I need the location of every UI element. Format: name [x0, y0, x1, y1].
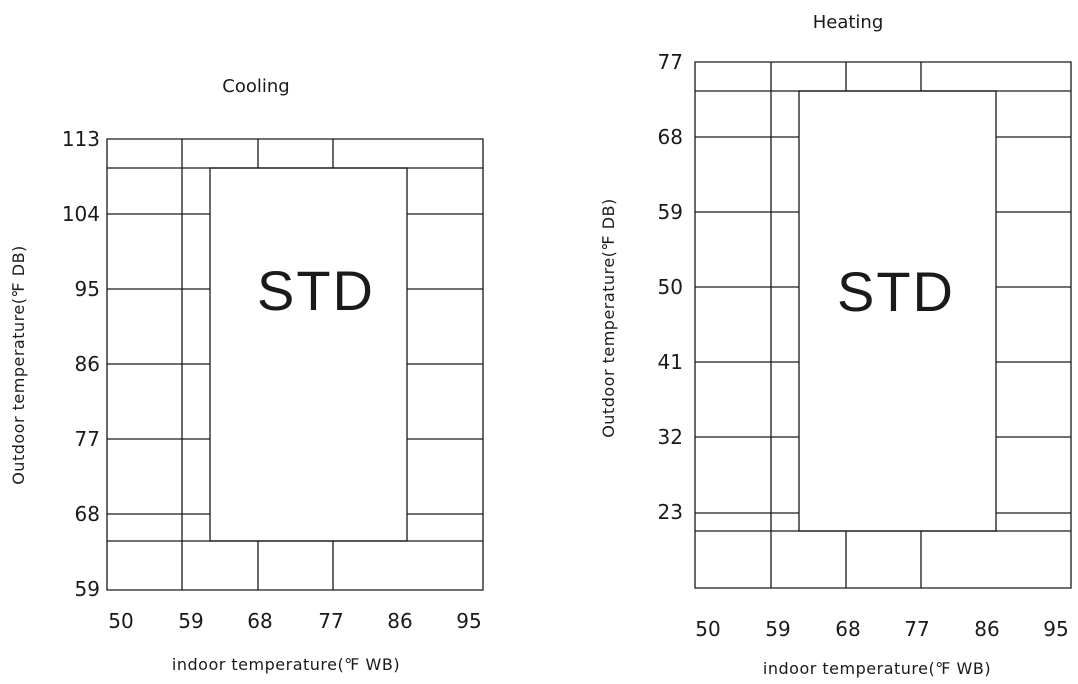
heating-y-tick: 32	[658, 425, 683, 449]
heating-x-tick: 68	[835, 617, 860, 641]
cooling-x-tick: 50	[108, 609, 133, 633]
heating-y-tick: 68	[658, 125, 683, 149]
cooling-y-tick: 68	[75, 502, 100, 526]
cooling-x-tick: 68	[247, 609, 272, 633]
cooling-chart: Cooling Outdoor temperature(℉ DB) indoor…	[9, 76, 484, 674]
cooling-y-tick: 59	[75, 577, 100, 601]
cooling-x-axis-label: indoor temperature(℉ WB)	[172, 655, 400, 674]
heating-grid	[694, 61, 1072, 589]
cooling-x-tick: 59	[178, 609, 203, 633]
heating-y-tick: 23	[658, 500, 683, 524]
heating-y-tick: 50	[658, 275, 683, 299]
heating-x-tick: 77	[904, 617, 929, 641]
heating-x-tick: 86	[974, 617, 999, 641]
cooling-y-tick: 113	[62, 127, 100, 151]
heating-title: Heating	[813, 12, 884, 33]
cooling-y-tick: 95	[75, 277, 100, 301]
heating-x-axis-label: indoor temperature(℉ WB)	[763, 659, 991, 678]
heating-chart: Heating Outdoor temperature(℉ DB) indoor…	[599, 12, 1072, 678]
cooling-y-tick: 86	[75, 352, 100, 376]
cooling-x-tick: 77	[318, 609, 343, 633]
heating-x-tick: 59	[765, 617, 790, 641]
heating-y-tick: 77	[658, 50, 683, 74]
heating-x-tick: 95	[1043, 617, 1068, 641]
cooling-x-tick: 95	[456, 609, 481, 633]
heating-y-tick: 59	[658, 200, 683, 224]
heating-x-tick: 50	[695, 617, 720, 641]
cooling-std-label: STD	[257, 259, 375, 322]
heating-std-region	[798, 90, 997, 532]
cooling-grid	[106, 138, 484, 591]
cooling-y-tick: 77	[75, 427, 100, 451]
cooling-y-axis-label: Outdoor temperature(℉ DB)	[9, 245, 28, 485]
cooling-std-region	[209, 167, 408, 542]
heating-std-label: STD	[837, 260, 955, 323]
heating-y-tick: 41	[658, 350, 683, 374]
cooling-title: Cooling	[222, 76, 289, 97]
heating-y-axis-label: Outdoor temperature(℉ DB)	[599, 198, 618, 438]
cooling-y-tick: 104	[62, 202, 100, 226]
cooling-x-tick: 86	[387, 609, 412, 633]
